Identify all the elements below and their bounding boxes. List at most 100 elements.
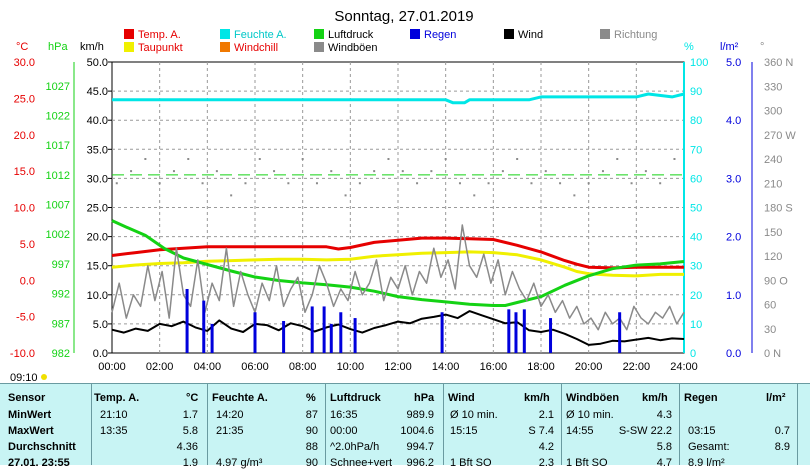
series-line-feuchte-a- xyxy=(112,92,685,105)
tick-label-wind: 50.0 xyxy=(87,57,108,69)
legend-label: Luftdruck xyxy=(328,29,374,41)
header-pressure-unit: hPa xyxy=(414,392,435,404)
table-cell-p_time: ^2.0hPa/h xyxy=(330,441,380,453)
series-line-temp-a- xyxy=(111,236,684,270)
tick-label-wind: 15.0 xyxy=(87,261,108,273)
legend-swatch xyxy=(220,42,230,52)
tick-label-humidity: 80 xyxy=(690,115,702,127)
tick-label-direction: 150 xyxy=(764,227,782,239)
direction-point xyxy=(559,182,562,185)
table-cell-g_time: 14:55 xyxy=(566,425,594,437)
direction-point xyxy=(215,170,218,173)
tick-label-wind: 35.0 xyxy=(87,144,108,156)
tick-label-temp: 5.0 xyxy=(20,239,35,251)
tick-label-pressure: 1007 xyxy=(46,200,70,212)
tick-label-humidity: 20 xyxy=(690,290,702,302)
direction-point xyxy=(487,182,490,185)
axis-title-humidity: % xyxy=(684,41,694,53)
legend-label: Regen xyxy=(424,29,456,41)
tick-label-rain: 5.0 xyxy=(726,57,741,69)
header-humidity-unit: % xyxy=(306,392,316,404)
plot-series xyxy=(111,92,685,353)
direction-point xyxy=(330,170,333,173)
table-cell-label: MaxWert xyxy=(8,425,54,437)
table-cell-h_time: 4.97 g/m³ xyxy=(216,457,263,469)
tick-label-direction: 210 xyxy=(764,178,782,190)
legend: Temp. A. Feuchte A. Luftdruck Regen Wind Rich… xyxy=(124,29,657,54)
tick-label-humidity: 90 xyxy=(690,86,702,98)
table-cell-h_val: 88 xyxy=(305,441,318,453)
tick-label-pressure: 1017 xyxy=(46,140,70,152)
rain-bar xyxy=(549,318,553,353)
tick-label-time: 04:00 xyxy=(194,361,222,373)
direction-point xyxy=(258,158,261,160)
statistics-table: Sensor Temp. A. °C Feuchte A. % Luftdruc… xyxy=(0,383,810,469)
legend-label: Temp. A. xyxy=(138,29,181,41)
direction-point xyxy=(244,182,247,185)
direction-point xyxy=(373,170,376,173)
tick-label-temp: 0.0 xyxy=(20,275,35,287)
rain-bar xyxy=(210,323,214,353)
tick-label-time: 00:00 xyxy=(98,361,126,373)
tick-label-pressure: 1027 xyxy=(46,81,70,93)
tick-label-direction: 300 xyxy=(764,106,782,118)
rain-bar xyxy=(618,312,622,353)
legend-swatch xyxy=(410,29,420,39)
tick-label-humidity: 50 xyxy=(690,203,702,215)
direction-point xyxy=(344,194,347,197)
direction-point xyxy=(473,194,476,197)
direction-point xyxy=(616,158,619,160)
direction-point xyxy=(287,182,290,185)
tick-label-direction: 0 N xyxy=(764,348,781,360)
rain-bar xyxy=(440,312,444,353)
table-cell-p_val: 1004.6 xyxy=(400,425,434,437)
table-cell-g_val: 5.8 xyxy=(656,441,672,453)
tick-label-rain: 2.0 xyxy=(726,232,741,244)
table-header-row: Sensor Temp. A. °C Feuchte A. % Luftdruc… xyxy=(0,390,810,406)
table-cell-w_time: 15:15 xyxy=(450,425,478,437)
tick-label-wind: 0.0 xyxy=(93,348,108,360)
direction-point xyxy=(115,182,118,185)
tick-label-wind: 20.0 xyxy=(87,232,108,244)
direction-point xyxy=(358,182,361,185)
tick-label-pressure: 982 xyxy=(52,348,70,360)
table-cell-label: MinWert xyxy=(8,409,52,421)
tick-label-humidity: 60 xyxy=(690,173,702,185)
legend-swatch xyxy=(600,29,610,39)
header-temp-unit: °C xyxy=(186,392,199,404)
table-cell-r_val: 0.7 xyxy=(774,425,790,437)
tick-label-direction: 90 O xyxy=(764,275,788,287)
tick-label-pressure: 1022 xyxy=(46,110,70,122)
direction-point xyxy=(673,158,676,160)
tick-label-humidity: 40 xyxy=(690,232,702,244)
direction-point xyxy=(301,158,304,160)
tick-label-direction: 180 S xyxy=(764,203,793,215)
direction-point xyxy=(158,182,161,185)
table-cell-g_val: S-SW 22.2 xyxy=(618,425,672,437)
direction-point xyxy=(172,170,175,173)
header-wind: Wind xyxy=(448,392,475,404)
axis-title-temp: °C xyxy=(16,41,28,53)
tick-label-direction: 120 xyxy=(764,251,782,263)
table-row: MaxWert 13:35 5.8 21:35 90 00:00 1004.6 15:15 S … xyxy=(0,423,810,439)
table-cell-h_time: 21:35 xyxy=(216,425,244,437)
tick-label-direction: 330 xyxy=(764,81,782,93)
rain-bar xyxy=(185,288,189,353)
legend-label: Wind xyxy=(518,29,543,41)
direction-point xyxy=(387,158,390,160)
table-cell-g_time: 1 Bft SO xyxy=(566,457,608,469)
time-marker-label: 09:10 xyxy=(10,372,38,383)
table-cell-w_val: S 7.4 xyxy=(528,425,554,437)
direction-point xyxy=(187,158,190,160)
tick-label-time: 22:00 xyxy=(623,361,651,373)
rain-bar xyxy=(202,300,206,353)
table-cell-p_val: 989.9 xyxy=(406,409,434,421)
tick-label-time: 14:00 xyxy=(432,361,460,373)
series-line-wind xyxy=(111,310,685,346)
table-cell-p_time: Schnee+vert xyxy=(330,457,393,469)
tick-label-pressure: 987 xyxy=(52,318,70,330)
tick-label-temp: 15.0 xyxy=(14,166,35,178)
tick-label-time: 10:00 xyxy=(337,361,365,373)
table-cell-w_val: 2.1 xyxy=(538,409,554,421)
direction-point xyxy=(416,182,419,185)
